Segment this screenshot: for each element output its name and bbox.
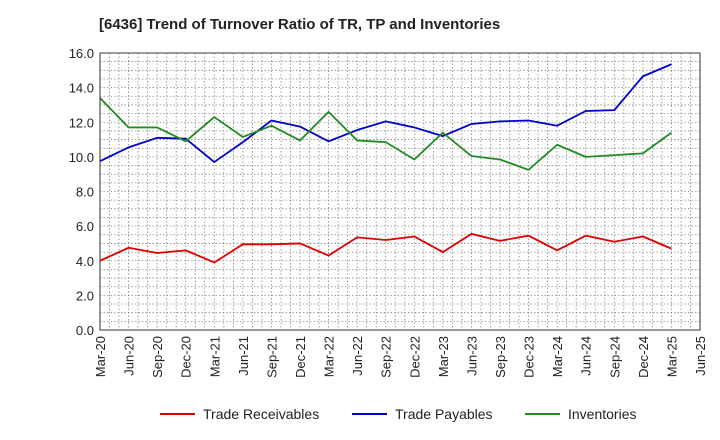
legend-label: Trade Payables — [395, 406, 493, 422]
x-tick-label: Dec-21 — [293, 336, 308, 378]
x-tick-label: Dec-20 — [179, 336, 194, 378]
y-tick-label: 4.0 — [76, 254, 94, 269]
x-tick-label: Sep-22 — [379, 336, 394, 378]
plot-area — [100, 53, 700, 330]
y-tick-label: 16.0 — [69, 46, 94, 61]
legend-label: Trade Receivables — [203, 406, 319, 422]
x-tick-label: Mar-23 — [436, 336, 451, 377]
series-line-trade-payables — [99, 63, 672, 163]
y-tick-label: 10.0 — [69, 150, 94, 165]
x-tick-label: Jun-21 — [236, 336, 251, 376]
x-tick-label: Mar-25 — [664, 336, 679, 377]
x-tick-label: Mar-20 — [93, 336, 108, 377]
y-tick-label: 0.0 — [76, 323, 94, 338]
x-tick-label: Jun-22 — [350, 336, 365, 376]
legend-label: Inventories — [568, 406, 636, 422]
x-tick-label: Sep-23 — [493, 336, 508, 378]
x-tick-label: Mar-21 — [207, 336, 222, 377]
x-tick-label: Sep-21 — [264, 336, 279, 378]
y-tick-label: 8.0 — [76, 185, 94, 200]
series-line-inventories — [99, 97, 672, 171]
x-tick-label: Jun-20 — [122, 336, 137, 376]
x-tick-label: Dec-22 — [407, 336, 422, 378]
y-tick-label: 6.0 — [76, 219, 94, 234]
y-tick-label: 2.0 — [76, 288, 94, 303]
x-tick-label: Mar-24 — [550, 336, 565, 377]
y-tick-label: 14.0 — [69, 81, 94, 96]
x-tick-label: Sep-24 — [607, 336, 622, 378]
chart-title: [6436] Trend of Turnover Ratio of TR, TP… — [99, 16, 501, 33]
x-tick-label: Jun-23 — [464, 336, 479, 376]
x-tick-label: Dec-23 — [522, 336, 537, 378]
x-tick-label: Dec-24 — [636, 336, 651, 378]
plot-border — [99, 52, 701, 331]
x-tick-label: Jun-25 — [693, 336, 708, 376]
series-line-trade-receivables — [99, 233, 672, 264]
x-tick-label: Jun-24 — [579, 336, 594, 376]
x-tick-label: Sep-20 — [150, 336, 165, 378]
x-tick-label: Mar-22 — [322, 336, 337, 377]
y-tick-label: 12.0 — [69, 115, 94, 130]
